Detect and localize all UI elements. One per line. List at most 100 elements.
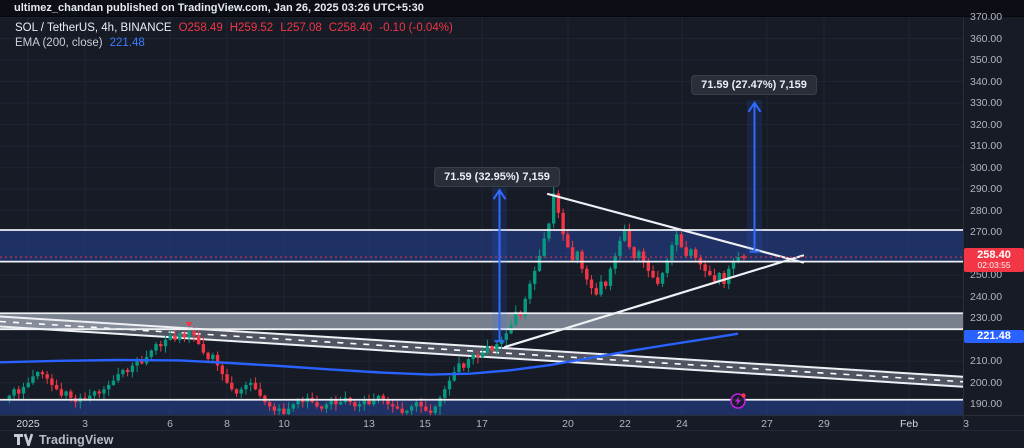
candle-body [196,335,201,345]
ohlc-open: O258.49 [178,22,223,34]
price-tick: 200.00 [970,376,1003,389]
candle-body [656,277,660,284]
candle-body [277,408,281,411]
candle-body [320,406,324,409]
candle-body [708,270,712,276]
candle-body [660,273,665,284]
price-tick: 250.00 [970,269,1003,282]
candle-body [140,361,144,364]
candle-body [187,331,191,338]
candle-body [556,193,561,213]
candle-body [409,406,414,411]
time-tick: 8 [224,418,230,430]
price-tick: 300.00 [970,161,1003,174]
candle-body [97,391,101,394]
tradingview-brand-text[interactable]: TradingView [39,432,114,447]
footer-bar: TradingView [0,430,1024,448]
candle-body [438,397,442,407]
candle-body [31,376,35,383]
event-alert-dot [741,393,746,398]
candle-body [547,223,551,239]
candle-body [130,365,135,373]
candle-body [717,273,722,282]
candle-body [154,344,158,351]
candle-body [12,389,16,396]
ohlc-low: L257.08 [280,22,322,34]
candle-body [542,238,546,256]
candle-body [414,402,419,407]
time-tick: 3 [82,418,88,430]
symbol-title[interactable]: SOL / TetherUS, 4h, BINANCE [15,22,172,34]
candle-body [362,399,367,405]
candle-body [159,344,163,347]
candle-body [618,240,622,256]
candle-body [116,374,120,381]
candle-body [490,346,494,351]
candle-body [64,391,68,396]
candle-body [40,372,45,375]
price-axis-separator [963,17,964,430]
candle-body [736,257,740,263]
candle-body [234,389,239,394]
candle-body [651,270,655,278]
plot-layers [0,17,963,415]
candle-body [267,402,272,407]
candle-body [372,399,376,405]
candle-body [182,333,187,338]
price-tick: 210.00 [970,355,1003,368]
measure-label-1[interactable]: 71.59 (32.95%) 7,159 [434,167,560,187]
attribution-text: ultimez_chandan published on TradingView… [14,2,424,14]
candle-body [641,251,646,263]
ema-line [0,332,739,376]
time-tick: 24 [676,418,688,430]
ema-indicator-label[interactable]: EMA (200, close) [15,37,103,49]
candle-body [334,399,338,405]
candle-body [665,260,669,274]
time-tick: 22 [619,418,631,430]
price-tick: 320.00 [970,118,1003,131]
candle-body [329,399,333,405]
candle-body [45,374,49,379]
candle-body [272,406,277,411]
measure-label-2[interactable]: 71.59 (27.47%) 7,159 [691,75,817,95]
candle-body [693,249,698,258]
candle-body [570,247,575,261]
price-tick: 330.00 [970,97,1003,110]
time-axis-separator [0,415,1024,416]
candle-body [102,389,106,394]
price-tick: 280.00 [970,204,1003,217]
candle-body [296,399,300,405]
candle-body [163,339,168,347]
candle-body [36,372,40,377]
candle-body [59,389,64,396]
candle-body [443,389,447,398]
attribution-bar: ultimez_chandan published on TradingView… [0,0,1024,17]
candle-countdown: 02:03:55 [977,260,1011,271]
candle-body [168,335,172,340]
price-tick: 190.00 [970,398,1003,411]
candle-body [608,268,613,286]
candle-body [395,406,400,409]
candle-body [627,230,632,248]
candle-body [282,408,286,414]
candle-body [537,255,542,271]
candle-body [561,212,565,235]
candle-body [353,402,357,407]
price-tick: 240.00 [970,290,1003,303]
candle-body [471,354,475,360]
candle-body [731,262,736,269]
bottom-zone [0,399,963,415]
candle-body [206,352,210,360]
candle-body [589,279,594,289]
ema-price-label: 221.48 [964,330,1024,344]
candle-body [727,268,731,284]
candle-body [324,404,329,409]
candle-body [424,406,428,411]
candle-body [173,335,177,340]
time-tick: 10 [278,418,290,430]
tradingview-logo-icon[interactable] [13,433,33,446]
candle-body [286,408,291,414]
candle-body [220,365,225,375]
candle-body [495,344,499,351]
